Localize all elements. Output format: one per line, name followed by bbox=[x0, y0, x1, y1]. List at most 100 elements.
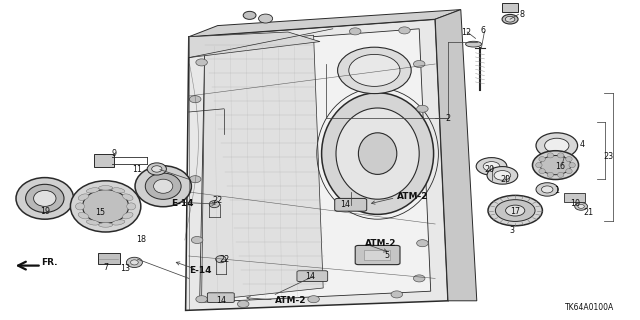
Text: 1: 1 bbox=[554, 186, 559, 195]
Ellipse shape bbox=[212, 45, 223, 52]
Text: 17: 17 bbox=[510, 207, 520, 216]
FancyBboxPatch shape bbox=[335, 198, 367, 211]
Ellipse shape bbox=[189, 176, 201, 183]
Text: ATM-2: ATM-2 bbox=[275, 296, 307, 305]
Ellipse shape bbox=[466, 41, 482, 47]
Polygon shape bbox=[200, 29, 431, 302]
Ellipse shape bbox=[122, 194, 133, 200]
Polygon shape bbox=[435, 10, 477, 301]
Ellipse shape bbox=[539, 156, 545, 162]
Ellipse shape bbox=[16, 178, 74, 219]
Ellipse shape bbox=[269, 36, 281, 43]
Text: 23: 23 bbox=[603, 152, 613, 161]
Ellipse shape bbox=[506, 16, 515, 22]
Ellipse shape bbox=[557, 153, 564, 158]
Ellipse shape bbox=[578, 204, 584, 208]
Ellipse shape bbox=[536, 183, 559, 196]
Ellipse shape bbox=[191, 236, 203, 244]
Ellipse shape bbox=[86, 188, 99, 193]
Ellipse shape bbox=[152, 166, 162, 172]
Text: 2: 2 bbox=[445, 114, 451, 123]
Ellipse shape bbox=[147, 163, 166, 175]
FancyBboxPatch shape bbox=[564, 193, 585, 202]
Text: 12: 12 bbox=[461, 28, 471, 36]
Ellipse shape bbox=[131, 260, 138, 265]
Text: 20: 20 bbox=[500, 175, 511, 184]
Text: 16: 16 bbox=[555, 162, 565, 171]
Text: 11: 11 bbox=[132, 165, 143, 174]
Ellipse shape bbox=[112, 188, 125, 193]
Ellipse shape bbox=[26, 184, 64, 212]
Ellipse shape bbox=[321, 93, 434, 214]
Ellipse shape bbox=[539, 169, 545, 174]
Text: 22: 22 bbox=[212, 196, 223, 204]
Ellipse shape bbox=[413, 60, 425, 68]
Text: 20: 20 bbox=[484, 165, 495, 174]
Ellipse shape bbox=[349, 28, 361, 35]
Ellipse shape bbox=[154, 179, 173, 193]
Ellipse shape bbox=[78, 212, 89, 219]
Ellipse shape bbox=[494, 171, 511, 180]
Ellipse shape bbox=[209, 201, 220, 208]
Ellipse shape bbox=[566, 169, 572, 174]
Ellipse shape bbox=[569, 163, 575, 168]
Ellipse shape bbox=[506, 205, 525, 216]
Ellipse shape bbox=[488, 195, 543, 226]
Ellipse shape bbox=[349, 54, 400, 86]
Ellipse shape bbox=[308, 296, 319, 303]
Ellipse shape bbox=[417, 105, 428, 112]
Ellipse shape bbox=[536, 133, 577, 158]
Ellipse shape bbox=[83, 189, 129, 223]
Text: TK64A0100A: TK64A0100A bbox=[565, 303, 614, 312]
Text: 6: 6 bbox=[481, 26, 486, 35]
Ellipse shape bbox=[99, 223, 113, 227]
Ellipse shape bbox=[336, 108, 419, 199]
Ellipse shape bbox=[127, 203, 136, 210]
Text: 9: 9 bbox=[111, 149, 116, 158]
FancyBboxPatch shape bbox=[297, 271, 328, 282]
FancyBboxPatch shape bbox=[364, 250, 390, 260]
FancyBboxPatch shape bbox=[355, 245, 400, 265]
Ellipse shape bbox=[122, 212, 133, 219]
Ellipse shape bbox=[545, 138, 569, 153]
Polygon shape bbox=[202, 35, 323, 301]
FancyBboxPatch shape bbox=[207, 293, 234, 302]
Ellipse shape bbox=[127, 257, 143, 268]
FancyBboxPatch shape bbox=[98, 253, 120, 264]
Ellipse shape bbox=[34, 190, 56, 206]
Ellipse shape bbox=[243, 12, 256, 20]
Text: ATM-2: ATM-2 bbox=[365, 239, 396, 248]
Text: 7: 7 bbox=[103, 263, 108, 272]
Ellipse shape bbox=[76, 203, 84, 210]
Text: 8: 8 bbox=[519, 10, 524, 19]
Ellipse shape bbox=[259, 14, 273, 23]
Polygon shape bbox=[189, 32, 320, 58]
Text: 14: 14 bbox=[340, 200, 351, 209]
Text: 13: 13 bbox=[120, 264, 130, 273]
Text: 14: 14 bbox=[216, 296, 226, 305]
Text: 19: 19 bbox=[40, 207, 50, 216]
Ellipse shape bbox=[338, 47, 412, 93]
Ellipse shape bbox=[541, 186, 553, 193]
Text: FR.: FR. bbox=[42, 258, 58, 267]
Ellipse shape bbox=[112, 220, 125, 225]
Ellipse shape bbox=[557, 172, 564, 177]
Text: 3: 3 bbox=[509, 226, 515, 235]
Ellipse shape bbox=[135, 166, 191, 207]
Ellipse shape bbox=[476, 158, 507, 175]
Ellipse shape bbox=[99, 186, 113, 190]
Text: 22: 22 bbox=[219, 255, 229, 264]
Ellipse shape bbox=[413, 275, 425, 282]
Ellipse shape bbox=[487, 167, 518, 184]
Ellipse shape bbox=[547, 172, 554, 177]
Ellipse shape bbox=[391, 291, 403, 298]
Ellipse shape bbox=[70, 181, 141, 232]
Ellipse shape bbox=[483, 162, 500, 171]
Text: 14: 14 bbox=[305, 272, 316, 281]
Ellipse shape bbox=[540, 156, 571, 175]
Ellipse shape bbox=[216, 256, 226, 263]
Ellipse shape bbox=[566, 156, 572, 162]
Text: 21: 21 bbox=[584, 208, 594, 217]
Polygon shape bbox=[186, 19, 448, 310]
Text: E-14: E-14 bbox=[189, 266, 211, 275]
